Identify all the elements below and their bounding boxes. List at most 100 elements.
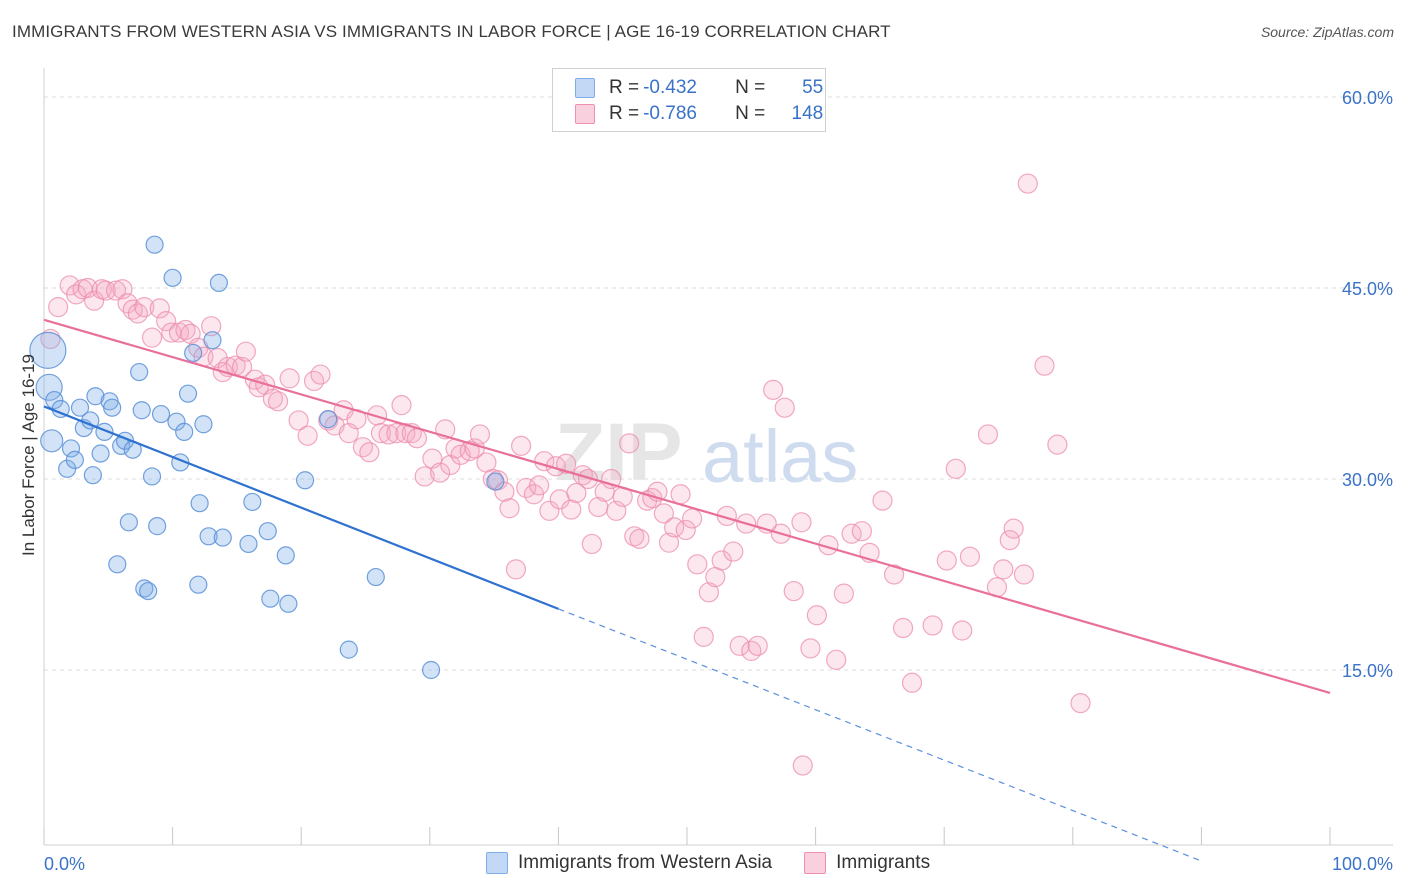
data-point-immigrants <box>84 290 105 311</box>
trend-line-immigrants <box>43 318 1331 694</box>
data-point-western-asia <box>213 528 232 547</box>
data-point-immigrants <box>539 500 560 521</box>
data-point-western-asia <box>258 522 277 541</box>
data-point-western-asia <box>421 660 441 680</box>
legend-r-label: R = <box>609 77 640 98</box>
data-point-immigrants <box>279 368 300 389</box>
data-point-immigrants <box>959 546 981 567</box>
data-point-western-asia <box>295 471 315 490</box>
legend-swatch-blue <box>575 78 595 98</box>
data-point-western-asia <box>184 343 203 363</box>
series-label-immigrants: Immigrants <box>836 852 931 873</box>
legend-n-value: 55 <box>802 77 824 98</box>
data-point-western-asia <box>132 401 151 420</box>
data-point-western-asia <box>108 555 127 574</box>
data-point-immigrants <box>1003 518 1024 539</box>
data-point-immigrants <box>359 442 380 463</box>
data-point-western-asia <box>145 235 164 254</box>
data-point-immigrants <box>945 458 966 479</box>
data-point-immigrants <box>581 533 602 555</box>
data-point-immigrants <box>267 391 289 412</box>
data-point-immigrants <box>999 530 1020 551</box>
data-point-western-asia <box>209 273 228 293</box>
data-point-western-asia <box>65 450 84 469</box>
data-point-immigrants <box>429 462 451 483</box>
data-point-western-asia <box>61 439 81 458</box>
legend-n-value: 148 <box>791 103 824 124</box>
data-point-immigrants <box>675 519 696 541</box>
data-point-immigrants <box>95 280 116 301</box>
data-point-immigrants <box>134 297 155 318</box>
data-point-western-asia <box>190 494 209 513</box>
trend-line-western-asia-extrapolated <box>558 608 1202 862</box>
x-tick-label: 100.0% <box>1332 854 1393 874</box>
data-point-western-asia <box>40 429 64 453</box>
data-point-western-asia <box>239 534 258 554</box>
data-point-immigrants <box>1013 564 1035 585</box>
data-point-immigrants <box>729 635 750 656</box>
data-point-immigrants <box>883 564 905 585</box>
data-point-western-asia <box>151 404 171 424</box>
data-point-immigrants <box>511 435 532 456</box>
data-point-immigrants <box>682 508 703 529</box>
data-point-immigrants <box>619 433 640 454</box>
y-tick-label: 45.0% <box>1342 279 1393 299</box>
data-point-western-asia <box>45 390 64 410</box>
data-point-western-asia <box>142 467 162 486</box>
data-point-immigrants <box>792 755 813 776</box>
y-tick-label: 15.0% <box>1342 661 1393 681</box>
legend-n-label: N = <box>735 103 766 124</box>
series-swatch-blue <box>486 852 508 874</box>
data-point-immigrants <box>149 298 170 319</box>
data-point-immigrants <box>936 550 957 571</box>
data-point-western-asia <box>276 546 295 565</box>
data-point-immigrants <box>235 341 257 362</box>
data-point-western-asia <box>199 527 218 546</box>
data-point-immigrants <box>826 649 847 670</box>
data-point-western-asia <box>319 410 338 429</box>
data-point-immigrants <box>670 484 691 505</box>
series-label-western-asia: Immigrants from Western Asia <box>518 852 773 873</box>
data-point-immigrants <box>566 482 587 504</box>
data-point-western-asia <box>203 331 222 350</box>
data-point-immigrants <box>993 559 1014 580</box>
data-point-western-asia <box>175 422 194 441</box>
data-point-western-asia <box>70 398 90 417</box>
y-axis-label: In Labor Force | Age 16-19 <box>19 354 38 556</box>
data-point-immigrants <box>901 672 923 693</box>
data-point-immigrants <box>658 532 680 553</box>
data-point-immigrants <box>783 580 804 602</box>
y-tick-label: 30.0% <box>1342 470 1393 490</box>
data-point-immigrants <box>414 466 435 487</box>
data-point-western-asia <box>486 472 505 491</box>
watermark-atlas: atlas <box>702 415 858 498</box>
legend-r-value: -0.786 <box>643 103 697 124</box>
data-point-immigrants <box>693 626 714 647</box>
series-legend-western-asia: Immigrants from Western Asia <box>486 852 772 874</box>
data-point-immigrants <box>469 424 491 445</box>
data-point-immigrants <box>872 490 893 511</box>
data-point-immigrants <box>561 499 582 520</box>
trend-line-western-asia <box>43 405 559 610</box>
data-point-western-asia <box>279 594 298 613</box>
data-point-western-asia <box>148 517 167 536</box>
data-point-western-asia <box>83 466 102 485</box>
data-point-immigrants <box>774 397 795 418</box>
data-point-western-asia <box>366 567 385 587</box>
data-point-immigrants <box>577 468 599 490</box>
legend-row-western-asia: R = -0.432 N = 55 <box>575 77 823 99</box>
data-point-immigrants <box>1017 173 1038 194</box>
data-point-immigrants <box>922 615 943 636</box>
legend-r-value: -0.432 <box>643 77 697 98</box>
data-point-western-asia <box>194 415 213 434</box>
data-point-western-asia <box>139 581 158 601</box>
data-point-immigrants <box>629 528 650 549</box>
data-point-immigrants <box>892 617 914 639</box>
data-point-western-asia <box>29 331 67 369</box>
correlation-legend: R = -0.432 N = 55 R = -0.786 N = 148 <box>552 68 826 132</box>
legend-n-label: N = <box>735 77 766 98</box>
data-point-immigrants <box>391 395 412 416</box>
data-point-immigrants <box>1047 434 1068 455</box>
data-point-immigrants <box>800 638 821 659</box>
